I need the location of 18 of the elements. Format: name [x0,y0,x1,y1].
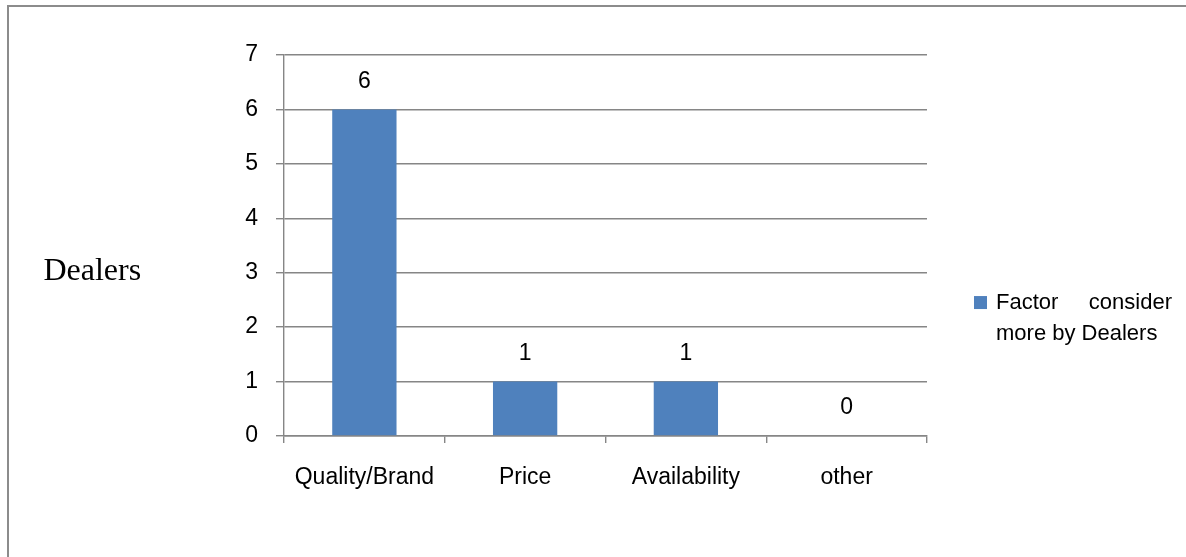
y-tick-label: 5 [245,149,258,176]
x-tick-label: Quality/Brand [294,463,435,490]
x-tick-label: Availability [631,463,741,490]
y-tick-label: 3 [245,258,258,285]
x-tick-label: Price [498,463,552,490]
y-tick-label: 0 [245,421,258,448]
data-label: 1 [679,338,693,365]
y-tick-label: 6 [245,94,258,121]
y-tick-label: 7 [245,40,258,67]
data-label: 6 [357,66,371,93]
data-label: 0 [840,393,854,420]
y-tick-label: 2 [245,312,258,339]
legend-label: Factor consider more by Dealers [996,288,1173,345]
x-tick-label: other [820,463,874,490]
y-tick-label: 4 [245,203,259,230]
y-tick-label: 1 [245,366,258,393]
y-axis-title: Dealers [43,250,142,287]
data-label: 1 [518,338,532,365]
